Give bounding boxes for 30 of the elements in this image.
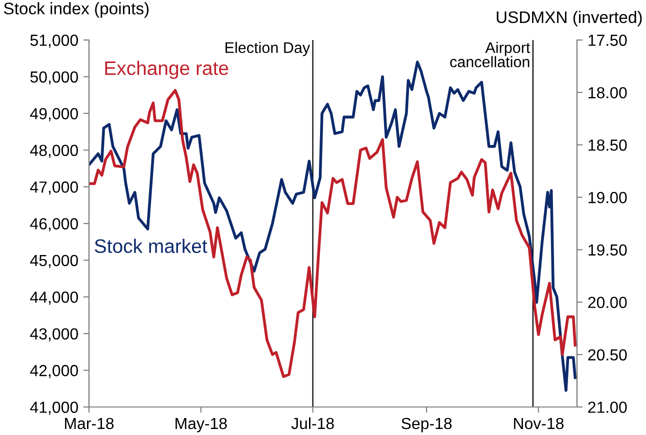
y2-tick-label: 17.50	[588, 34, 627, 46]
y-tick-label: 48,000	[30, 144, 78, 158]
y-tick-label: 47,000	[30, 181, 78, 195]
y2-tick-label: 21.00	[588, 402, 627, 413]
ref-line-label: Election Day	[226, 42, 310, 56]
series-label: Exchange rate	[105, 60, 228, 79]
y-tick-label: 46,000	[30, 218, 78, 232]
x-tick-label: Jul-18	[291, 417, 334, 430]
x-tick-label: Nov-18	[514, 418, 564, 430]
ref-line-label: Airport cancellation	[450, 42, 530, 68]
y2-tick-label: 20.50	[588, 349, 627, 361]
y2-tick-label: 20.00	[588, 296, 627, 308]
y-tick-label: 43,000	[30, 328, 78, 342]
series-label: Stock market	[94, 238, 208, 254]
y2-tick-label: 19.00	[588, 192, 627, 204]
y-tick-label: 51,000	[30, 34, 78, 48]
y-tick-label: 45,000	[30, 254, 78, 268]
y-tick-label: 49,000	[30, 108, 78, 122]
y-tick-label: 44,000	[30, 292, 78, 305]
y-axis-title: Stock index (points)	[4, 2, 149, 18]
x-tick-label: Mar-18	[65, 418, 114, 430]
x-tick-label: Sep-18	[402, 418, 452, 432]
y-tick-label: 42,000	[30, 364, 78, 378]
y-tick-label: 50,000	[30, 71, 78, 85]
y-tick-label: 41,000	[30, 402, 78, 415]
y2-tick-label: 18.50	[588, 139, 627, 151]
x-tick-label: May-18	[176, 418, 227, 432]
y2-tick-label: 18.00	[588, 87, 627, 98]
y2-tick-label: 19.50	[588, 244, 627, 256]
y2-axis-title: USDMXN (inverted)	[496, 10, 642, 26]
